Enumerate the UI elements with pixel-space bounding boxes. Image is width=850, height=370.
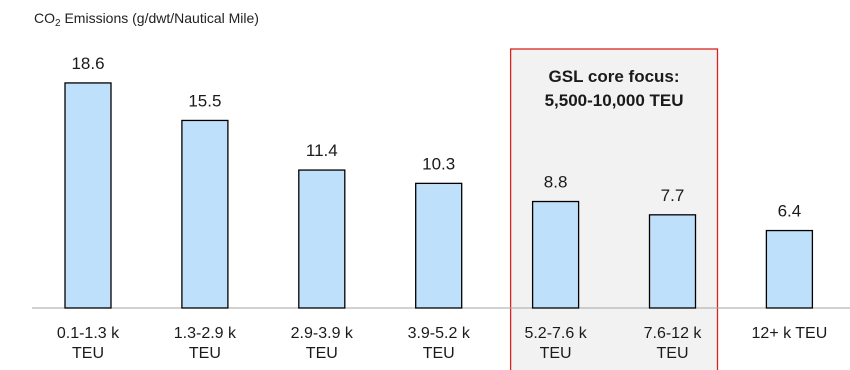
x-tick-label: 1.3-2.9 k [174,325,237,342]
bar [181,119,229,309]
bar [298,169,346,309]
x-tick-label: TEU [72,345,104,362]
bar-value-label: 11.4 [306,141,338,160]
y-axis-label: CO2 Emissions (g/dwt/Nautical Mile) [34,10,259,29]
bar [765,229,814,309]
x-tick-label: TEU [540,345,572,362]
bar-value-label: 10.3 [422,154,455,173]
bar-value-label: 6.4 [778,202,802,221]
x-tick-label: 2.9-3.9 k [291,325,354,342]
bar [531,200,580,309]
x-tick-label: TEU [657,345,689,362]
x-tick-label: TEU [423,345,455,362]
x-tick-label: 5.2-7.6 k [524,325,587,342]
bar-value-label: 18.6 [71,54,104,73]
x-tick-label: 3.9-5.2 k [408,325,471,342]
y-axis-label-prefix: CO [34,10,55,26]
bar [64,82,112,309]
bar-value-label: 7.7 [661,186,685,205]
x-tick-label: 12+ k TEU [752,325,828,342]
x-tick-label: 0.1-1.3 k [57,325,120,342]
bar [415,182,463,309]
highlight-label-line: GSL core focus: [549,67,680,86]
bar-value-label: 15.5 [188,91,221,110]
bar-value-label: 8.8 [544,173,568,192]
highlight-label-line: 5,500-10,000 TEU [545,91,684,110]
x-tick-label: TEU [306,345,338,362]
y-axis-label-suffix: Emissions (g/dwt/Nautical Mile) [60,10,259,26]
y-axis-label-subscript: 2 [55,18,61,29]
x-tick-label: TEU [189,345,221,362]
bar [648,214,697,309]
x-tick-label: 7.6-12 k [644,325,703,342]
